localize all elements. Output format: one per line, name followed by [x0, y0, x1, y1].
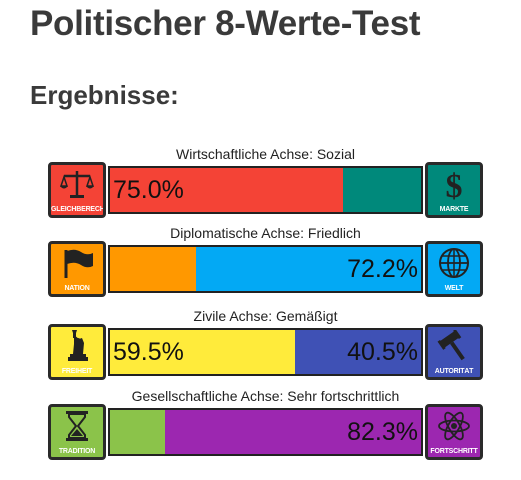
axis-label: Diplomatische Achse: Friedlich [170, 225, 361, 241]
svg-text:$: $ [446, 168, 463, 200]
right-percentage: 82.3% [347, 417, 418, 446]
markets-caption: MÄRKTE [439, 206, 469, 213]
liberty-badge: FREIHEIT [48, 324, 106, 380]
axis-societal: Gesellschaftliche Achse: Sehr fortschrit… [48, 388, 483, 460]
results-heading: Ergebnisse: [30, 80, 179, 110]
authority-badge: AUTORITÄT [425, 324, 483, 380]
right-segment [295, 330, 421, 374]
atom-icon [438, 411, 470, 441]
progress-caption: FORTSCHRITT [430, 448, 478, 455]
tradition-badge: TRADITION [48, 404, 106, 460]
axis-label: Zivile Achse: Gemäßigt [193, 308, 338, 324]
right-percentage [415, 168, 421, 212]
liberty-caption: FREIHEIT [61, 368, 93, 375]
axis-bar: 82.3% [108, 408, 423, 456]
dollar-icon: $ [446, 168, 463, 200]
right-segment [343, 168, 421, 212]
axis-bar: 59.5% 40.5% [108, 328, 423, 376]
page-title: Politischer 8-Werte-Test [30, 4, 421, 43]
authority-caption: AUTORITÄT [434, 368, 474, 375]
tradition-caption: TRADITION [58, 448, 96, 455]
axis-label: Wirtschaftliche Achse: Sozial [176, 146, 355, 162]
markets-badge: $ MÄRKTE [425, 162, 483, 218]
left-percentage [110, 410, 116, 454]
right-percentage: 40.5% [347, 337, 418, 366]
liberty-statue-icon [68, 330, 88, 361]
left-percentage: 75.0% [113, 175, 184, 204]
gavel-icon [437, 330, 465, 361]
hourglass-icon [66, 411, 88, 441]
right-percentage: 72.2% [347, 254, 418, 283]
axis-economic: Wirtschaftliche Achse: Sozial 75.0% GLEI… [48, 146, 483, 218]
progress-badge: FORTSCHRITT [425, 404, 483, 460]
right-segment [196, 247, 421, 291]
axis-label: Gesellschaftliche Achse: Sehr fortschrit… [131, 388, 400, 404]
left-segment [110, 168, 344, 212]
right-segment [165, 410, 421, 454]
world-badge: WELT [425, 241, 483, 297]
axis-diplomatic: Diplomatische Achse: Friedlich 72.2% NAT… [48, 225, 483, 297]
globe-icon [439, 248, 469, 278]
axis-civil: Zivile Achse: Gemäßigt 59.5% 40.5% FREIH… [48, 308, 483, 380]
left-percentage [110, 247, 116, 291]
left-percentage: 59.5% [113, 337, 184, 366]
nation-caption: NATION [64, 285, 90, 292]
axis-bar: 72.2% [108, 245, 423, 293]
axis-bar: 75.0% [108, 166, 423, 214]
left-segment [110, 330, 296, 374]
left-segment [110, 410, 166, 454]
flag-icon [64, 249, 93, 278]
nation-badge: NATION [48, 241, 106, 297]
world-caption: WELT [444, 285, 464, 292]
equality-caption: GLEICHBERECHTIGUNG [51, 206, 103, 213]
left-segment [110, 247, 197, 291]
equality-badge: GLEICHBERECHTIGUNG [48, 162, 106, 218]
scales-icon [59, 171, 95, 198]
